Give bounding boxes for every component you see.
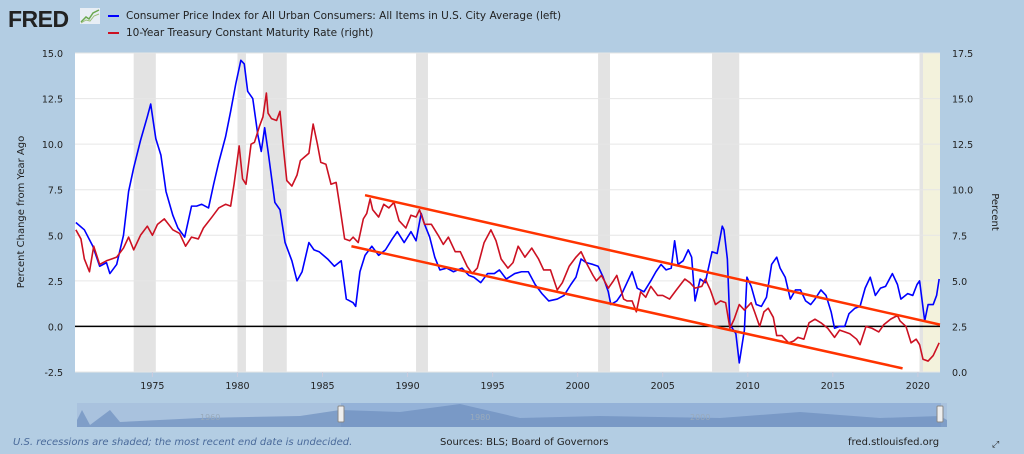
legend-swatch-blue <box>108 15 119 17</box>
lower-trend-line <box>351 245 903 370</box>
right-tick-label: 17.5 <box>952 49 973 60</box>
right-tick-label: 0.0 <box>952 368 967 379</box>
undecided-recession-shade <box>919 53 940 372</box>
legend-swatch-red <box>108 32 119 34</box>
x-tick-label: 1985 <box>310 381 334 392</box>
right-axis-label: Percent <box>989 193 1000 231</box>
legend-item-treasury[interactable]: 10-Year Treasury Constant Maturity Rate … <box>108 27 373 39</box>
navigator-label: 2000 <box>690 413 710 422</box>
right-tick-label: 15.0 <box>952 95 973 106</box>
x-tick-label: 2020 <box>906 381 930 392</box>
recession-shade <box>416 53 428 372</box>
navigator-label: 1960 <box>200 413 220 422</box>
recession-shade <box>262 53 287 372</box>
x-tick-label: 2015 <box>821 381 845 392</box>
left-tick-label: 0.0 <box>48 322 63 333</box>
x-tick-label: 1975 <box>140 381 164 392</box>
left-tick-label: 12.5 <box>42 95 63 106</box>
left-tick-label: 5.0 <box>48 231 63 242</box>
x-tick-label: 1980 <box>225 381 249 392</box>
left-tick-label: 7.5 <box>48 186 63 197</box>
navigator-label: 1980 <box>470 413 490 422</box>
right-tick-label: 7.5 <box>952 231 967 242</box>
upper-trend-line <box>364 193 941 326</box>
legend-item-cpi[interactable]: Consumer Price Index for All Urban Consu… <box>108 10 561 22</box>
legend-label-cpi: Consumer Price Index for All Urban Consu… <box>126 10 562 22</box>
legend-label-treasury: 10-Year Treasury Constant Maturity Rate … <box>126 27 374 39</box>
plot-area <box>75 53 940 372</box>
x-tick-label: 1990 <box>395 381 419 392</box>
left-tick-label: 10.0 <box>42 140 63 151</box>
recession-shade <box>919 53 923 372</box>
treasury-rate-line <box>75 92 940 362</box>
left-tick-label: -2.5 <box>44 368 63 379</box>
x-tick-label: 1995 <box>481 381 505 392</box>
navigator[interactable]: 1960 1980 2000 <box>77 403 947 427</box>
left-axis-label: Percent Change from Year Ago <box>16 136 27 288</box>
right-tick-label: 12.5 <box>952 140 973 151</box>
navigator-right-handle[interactable] <box>936 405 944 423</box>
right-tick-label: 5.0 <box>952 277 967 288</box>
recession-shade <box>712 53 740 372</box>
site-link[interactable]: fred.stlouisfed.org <box>848 437 940 448</box>
recession-shade <box>598 53 610 372</box>
fred-chart-logo-icon <box>80 8 100 24</box>
right-tick-label: 10.0 <box>952 186 973 197</box>
recession-note: U.S. recessions are shaded; the most rec… <box>13 437 353 448</box>
navigator-left-handle[interactable] <box>337 405 345 423</box>
recession-shade <box>237 53 246 372</box>
fred-logo: FRED <box>8 6 69 32</box>
x-tick-label: 2010 <box>736 381 760 392</box>
recession-shade <box>133 53 156 372</box>
cpi-line <box>75 59 940 364</box>
sources: Sources: BLS; Board of Governors <box>440 437 609 448</box>
right-tick-label: 2.5 <box>952 322 967 333</box>
fullscreen-icon[interactable]: ⤢ <box>992 440 1000 450</box>
left-tick-label: 2.5 <box>48 277 63 288</box>
x-tick-label: 2000 <box>566 381 590 392</box>
navigator-series <box>77 404 947 427</box>
left-tick-label: 15.0 <box>42 49 63 60</box>
x-tick-label: 2005 <box>651 381 675 392</box>
